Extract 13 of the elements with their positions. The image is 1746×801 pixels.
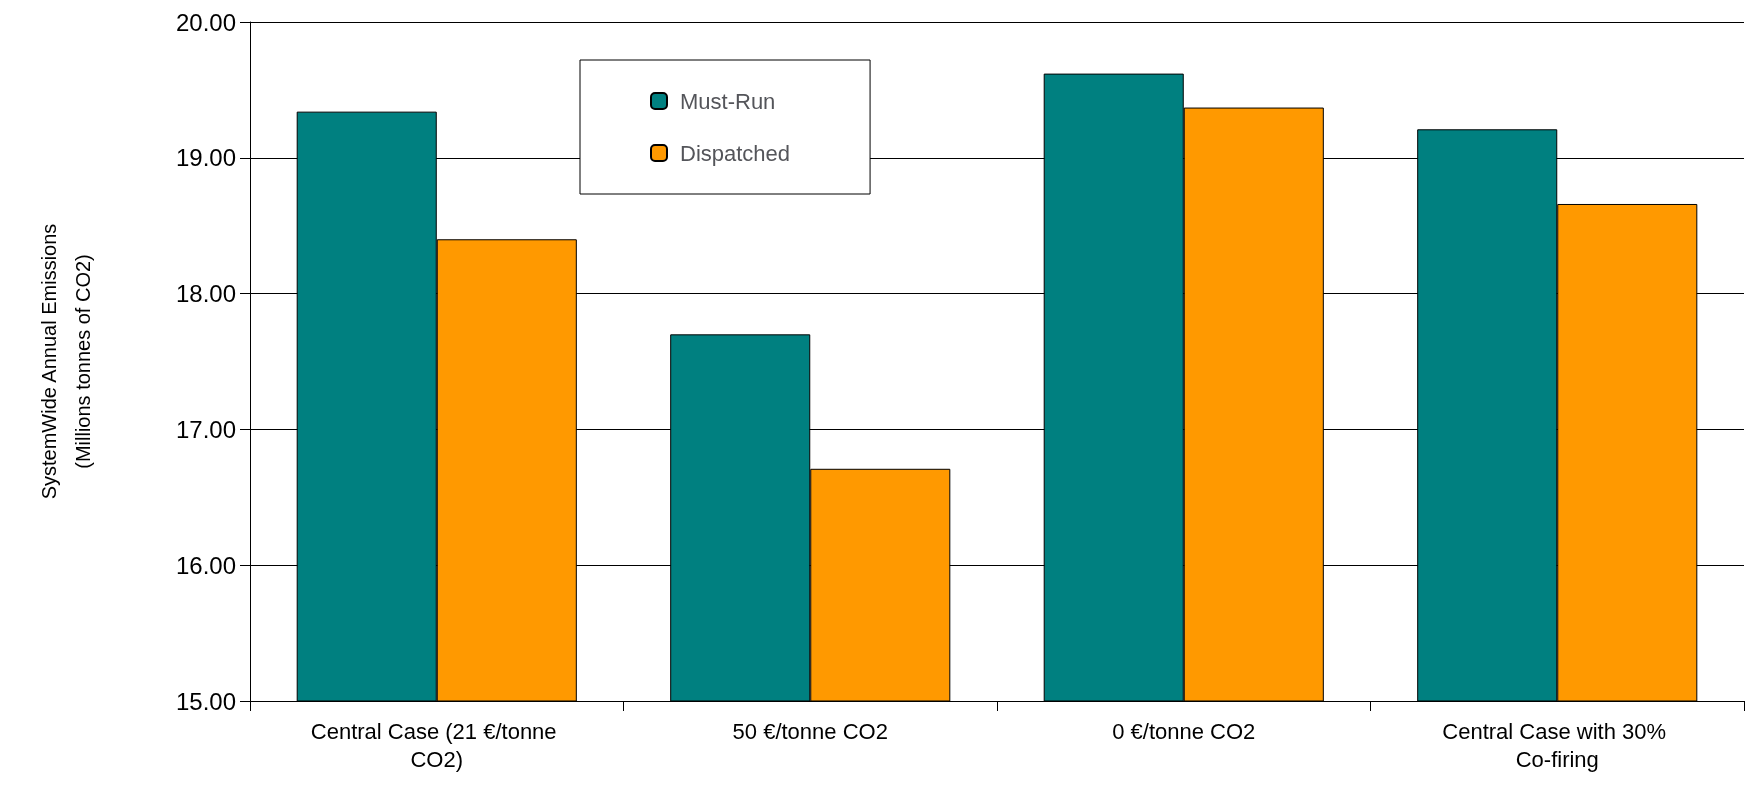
x-tick-label: 50 €/tonne CO2	[732, 718, 888, 744]
y-tick-label: 19.00	[175, 144, 236, 172]
y-tick-label: 20.00	[175, 8, 236, 36]
x-tick-label: Central Case with 30% Co-firing	[1442, 718, 1673, 772]
y-tick-label: 16.00	[175, 551, 236, 579]
legend-label: Must-Run	[680, 88, 776, 114]
legend-label: Dispatched	[680, 140, 791, 166]
y-tick-label: 15.00	[175, 687, 236, 715]
y-tick-label: 17.00	[175, 415, 236, 443]
x-tick-label: Central Case (21 €/tonne CO2)	[310, 718, 563, 772]
y-tick-label: 18.00	[175, 280, 236, 308]
y-axis-title: SystemWide Annual Emissions (Millions tonnes of CO2)	[38, 223, 94, 500]
x-tick-label: 0 €/tonne CO2	[1112, 718, 1256, 744]
